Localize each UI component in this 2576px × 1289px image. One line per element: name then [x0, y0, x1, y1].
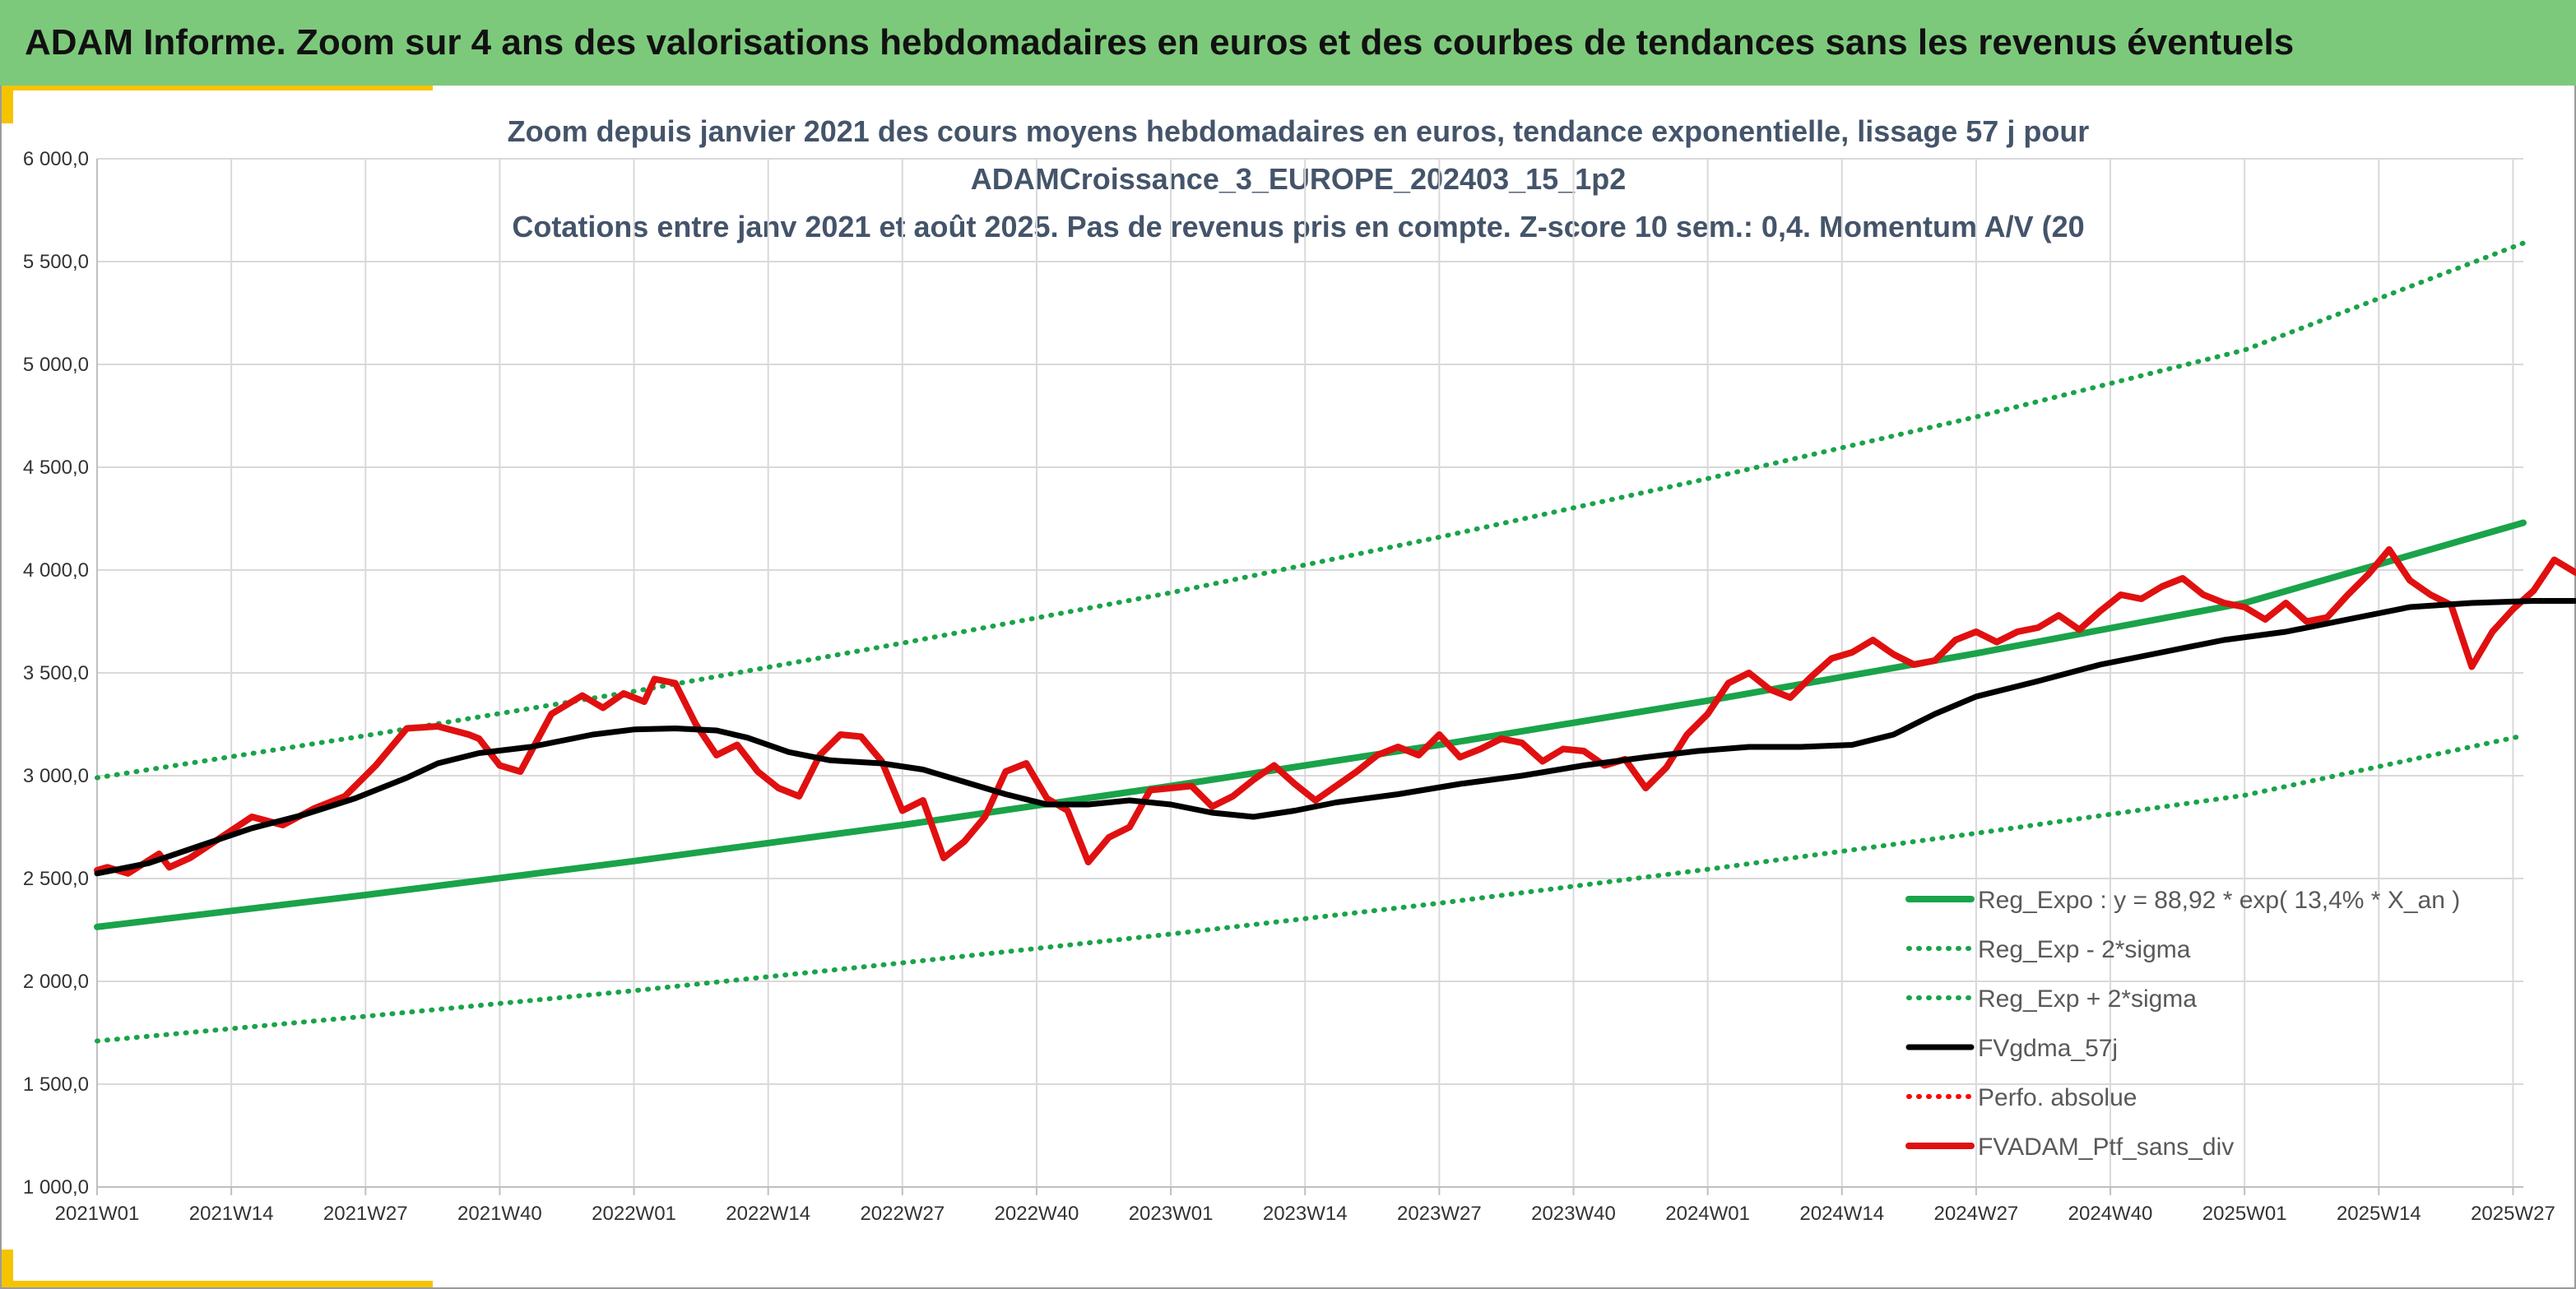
series-line-3	[94, 598, 2576, 877]
y-tick-label: 2 000,0	[23, 971, 89, 993]
chart-title-line-2: ADAMCroissance_3_EUROPE_202403_15_1p2	[971, 162, 1626, 196]
x-tick-label: 2021W14	[189, 1203, 274, 1225]
x-tick-label: 2024W27	[1934, 1203, 2019, 1225]
page-title: ADAM Informe. Zoom sur 4 ans des valoris…	[25, 22, 2295, 63]
x-tick-label: 2023W40	[1531, 1203, 1616, 1225]
x-tick-label: 2022W40	[995, 1203, 1079, 1225]
yellow-accent-bottom-left	[2, 1250, 13, 1286]
series-line-0	[94, 519, 2527, 930]
header-bar: ADAM Informe. Zoom sur 4 ans des valoris…	[0, 0, 2576, 86]
y-tick-label: 3 000,0	[23, 765, 89, 787]
x-tick-label: 2024W01	[1665, 1203, 1750, 1225]
yellow-accent-bottom-left-bar	[2, 1281, 433, 1287]
y-tick-label: 2 500,0	[23, 868, 89, 890]
x-tick-label: 2022W27	[860, 1203, 945, 1225]
yellow-accent-top-left	[2, 86, 13, 123]
y-tick-label: 4 000,0	[23, 559, 89, 582]
y-tick-label: 1 000,0	[23, 1176, 89, 1199]
legend-label-4: Perfo. absolue	[1978, 1084, 2137, 1111]
x-tick-label: 2021W40	[457, 1203, 542, 1225]
x-tick-label: 2022W14	[726, 1203, 810, 1225]
x-tick-label: 2025W01	[2202, 1203, 2287, 1225]
y-tick-label: 3 500,0	[23, 662, 89, 684]
y-tick-label: 4 500,0	[23, 457, 89, 479]
y-tick-label: 1 500,0	[23, 1073, 89, 1096]
x-tick-label: 2023W27	[1397, 1203, 1482, 1225]
x-tick-label: 2025W27	[2471, 1203, 2555, 1225]
legend-label-3: FVgdma_57j	[1978, 1035, 2118, 1062]
x-tick-label: 2021W27	[323, 1203, 408, 1225]
y-tick-label: 5 500,0	[23, 251, 89, 273]
chart-title-line-1: Zoom depuis janvier 2021 des cours moyen…	[508, 114, 2090, 148]
x-tick-label: 2024W40	[2068, 1203, 2153, 1225]
chart-title-line-3: Cotations entre janv 2021 et août 2025. …	[512, 210, 2084, 243]
legend: Reg_Expo : y = 88,92 * exp( 13,4% * X_an…	[1905, 887, 2460, 1161]
x-tick-label: 2023W01	[1129, 1203, 1214, 1225]
series-line-1	[95, 733, 2526, 1044]
x-tick-label: 2021W01	[55, 1203, 140, 1225]
grid	[96, 158, 2523, 1188]
x-tick-label: 2022W01	[592, 1203, 676, 1225]
yellow-accent-top-left-bar	[2, 86, 433, 90]
x-tick-label: 2024W14	[1799, 1203, 1884, 1225]
y-tick-label: 6 000,0	[23, 148, 89, 170]
legend-label-5: FVADAM_Ptf_sans_div	[1978, 1134, 2234, 1161]
legend-label-2: Reg_Exp + 2*sigma	[1978, 985, 2197, 1013]
y-tick-label: 5 000,0	[23, 354, 89, 376]
series-line-2	[95, 240, 2526, 781]
legend-label-0: Reg_Expo : y = 88,92 * exp( 13,4% * X_an…	[1978, 887, 2460, 914]
series	[94, 240, 2576, 1044]
x-tick-label: 2025W14	[2337, 1203, 2421, 1225]
chart-title: Zoom depuis janvier 2021 des cours moyen…	[508, 114, 2090, 243]
x-tick-label: 2023W14	[1263, 1203, 1348, 1225]
series-line-5	[94, 546, 2576, 877]
legend-label-1: Reg_Exp - 2*sigma	[1978, 936, 2191, 963]
axes: 1 000,0 1 500,0 2 000,0 2 500,0 3 000,0 3 500…	[23, 148, 2555, 1225]
